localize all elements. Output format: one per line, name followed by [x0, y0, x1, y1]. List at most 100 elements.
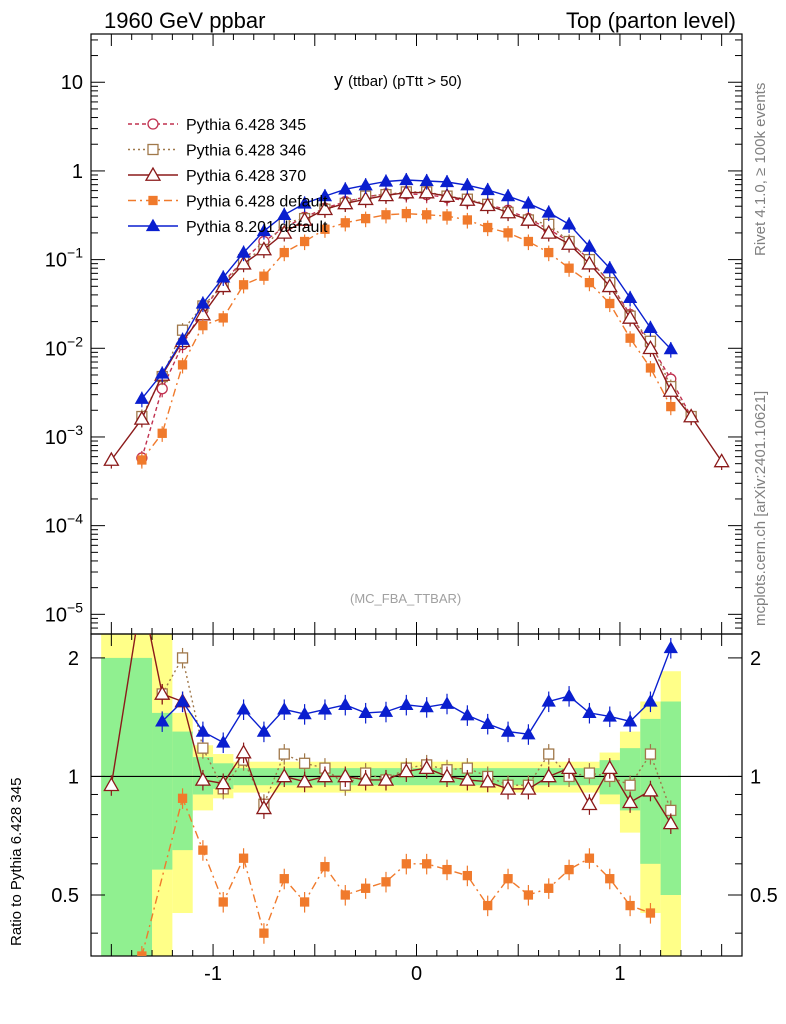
data-point: [662, 382, 679, 397]
ratio-point: [316, 768, 334, 783]
ratio-point: [583, 767, 596, 779]
data-point: [381, 210, 391, 220]
ratio-point: [663, 640, 678, 654]
ratio-point: [378, 704, 394, 717]
ratio-point: [625, 900, 635, 911]
legend-label: Pythia 6.428 345: [186, 117, 306, 134]
ratio-point: [419, 699, 434, 713]
ratio-point: [564, 864, 574, 875]
data-point: [236, 245, 251, 258]
ratio-point: [624, 779, 636, 791]
ratio-point: [340, 890, 350, 900]
data-point: [503, 228, 513, 238]
data-point: [625, 333, 635, 343]
data-point: [255, 241, 273, 256]
ratio-point: [401, 859, 411, 869]
y-tick-label-main: 10: [61, 72, 83, 94]
series-main-pythia-6-428-370: [103, 184, 730, 471]
ratio-point: [198, 845, 208, 855]
series-ratio-pythia-6-428-346: [156, 647, 677, 821]
data-point: [480, 182, 495, 196]
x-tick-label: 0: [411, 963, 422, 985]
ratio-point: [317, 702, 333, 715]
ratio-point: [601, 759, 618, 775]
plot-title-main: y: [334, 70, 343, 90]
data-point: [277, 207, 292, 220]
ratio-point: [621, 793, 639, 809]
ratio-point: [605, 874, 615, 884]
data-point: [256, 223, 272, 237]
plot-title: y (ttbar) (pTtt > 50): [334, 70, 462, 91]
ratio-point: [279, 874, 289, 884]
data-point: [401, 208, 411, 219]
legend-label: Pythia 6.428 default: [186, 194, 328, 211]
data-point: [134, 391, 149, 404]
data-point: [422, 210, 432, 220]
y-tick-label-main: 10−3: [45, 422, 83, 449]
legend-label: Pythia 8.201 default: [186, 219, 328, 236]
y-tick-label-ratio-right: 1: [750, 766, 761, 788]
data-point: [483, 222, 493, 233]
ratio-point: [338, 697, 353, 710]
ratio-point: [155, 714, 170, 727]
legend-marker: [145, 218, 161, 232]
ratio-point: [218, 897, 228, 907]
ratio-line-pythia-6-428-default: [141, 796, 651, 956]
ratio-point: [584, 853, 595, 863]
y-tick-label-ratio: 0.5: [51, 885, 79, 907]
series-main-pythia-8-201-default: [134, 172, 678, 408]
ratio-point: [255, 800, 273, 815]
data-point: [418, 184, 435, 199]
band-green: [152, 712, 173, 870]
ratio-point: [523, 890, 534, 900]
data-point: [460, 177, 475, 191]
series-ratio-pythia-6-428-370: [103, 634, 679, 834]
data-point: [642, 339, 659, 355]
data-point: [337, 195, 354, 210]
ratio-point: [154, 685, 171, 700]
ratio-point: [358, 705, 373, 719]
data-point: [540, 224, 557, 239]
series-ratio-pythia-6-428-default: [137, 788, 656, 956]
data-point: [541, 205, 556, 218]
data-point: [601, 277, 618, 293]
data-point: [521, 196, 536, 209]
ratio-point: [377, 771, 395, 786]
ratio-point: [297, 706, 312, 720]
y-tick-label-ratio-right: 2: [750, 648, 761, 670]
data-point: [259, 271, 269, 281]
data-point: [544, 247, 554, 258]
x-tick-label: 1: [614, 963, 625, 985]
data-point: [399, 172, 414, 186]
ratio-line-pythia-6-428-370: [110, 634, 672, 824]
header-left: 1960 GeV ppbar: [104, 8, 266, 33]
ratio-point: [602, 709, 617, 722]
ratio-point: [541, 694, 556, 707]
data-point: [564, 263, 574, 273]
data-point: [103, 451, 120, 466]
ratio-point: [662, 815, 679, 830]
data-point: [235, 255, 252, 270]
data-point: [177, 360, 188, 370]
data-point: [666, 401, 676, 412]
series-ratio-pythia-8-201-default: [155, 637, 678, 754]
ratio-point: [561, 688, 577, 702]
ratio-point: [460, 707, 475, 721]
ratio-point: [276, 768, 293, 783]
data-point: [133, 410, 150, 425]
data-point: [459, 191, 476, 206]
band-green: [101, 657, 153, 956]
data-point: [155, 366, 170, 379]
ratio-point: [582, 705, 597, 719]
y-tick-label-ratio: 2: [68, 648, 79, 670]
ratio-point: [544, 883, 554, 893]
ratio-point: [194, 771, 212, 786]
data-point: [438, 187, 456, 203]
ratio-point: [277, 702, 292, 715]
plot-title-sub: (ttbar) (pTtt > 50): [348, 73, 462, 90]
data-point: [663, 341, 678, 355]
ratio-point: [137, 951, 147, 956]
data-point: [442, 211, 452, 221]
ratio-point: [337, 768, 354, 783]
